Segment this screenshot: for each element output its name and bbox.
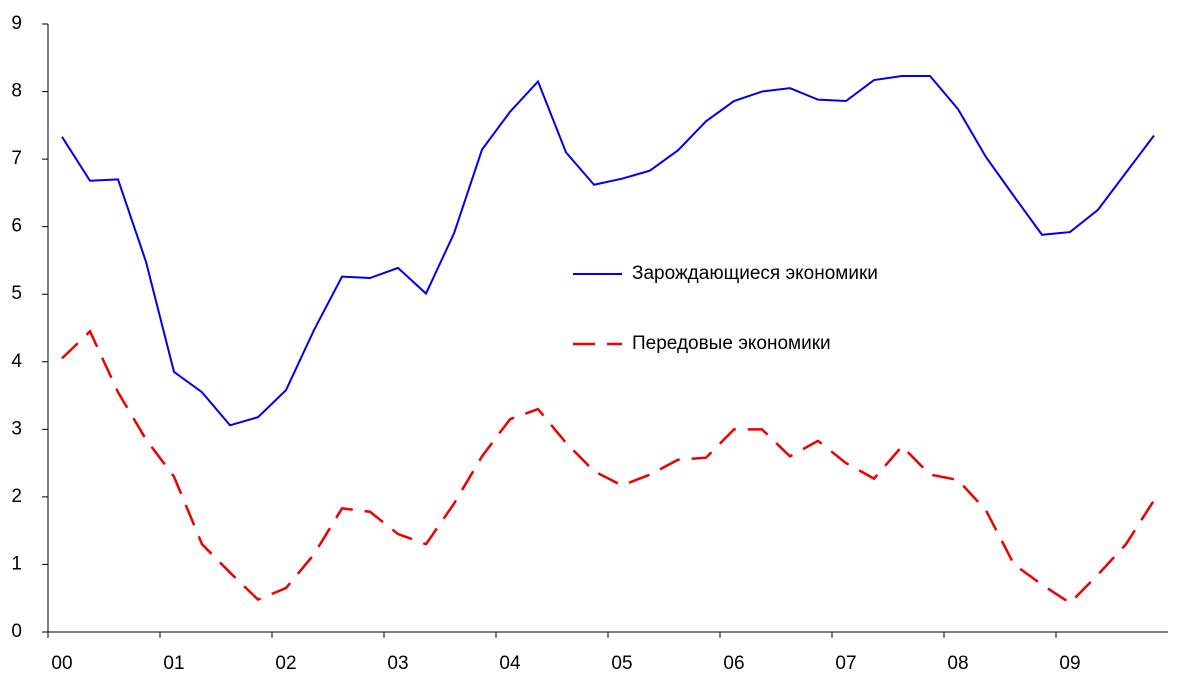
x-tick-label: 08 xyxy=(947,653,968,674)
y-tick-label: 1 xyxy=(11,553,22,574)
line-series xyxy=(61,75,1155,427)
y-tick-label: 6 xyxy=(11,216,22,237)
x-tick-label: 02 xyxy=(275,653,296,674)
x-tick-label: 05 xyxy=(611,653,632,674)
legend-label: Передовые экономики xyxy=(632,333,831,354)
x-tick-label: 06 xyxy=(723,653,744,674)
y-tick-label: 3 xyxy=(11,418,22,439)
y-tick-label: 4 xyxy=(11,351,22,372)
x-tick-label: 01 xyxy=(163,653,184,674)
y-tick-label: 2 xyxy=(11,486,22,507)
x-tick-label: 00 xyxy=(51,653,72,674)
line-series xyxy=(61,329,1156,605)
x-tick-label: 04 xyxy=(499,653,521,674)
x-tick-label: 09 xyxy=(1059,653,1080,674)
y-tick-label: 7 xyxy=(11,148,22,169)
y-tick-label: 5 xyxy=(11,283,22,304)
y-tick-label: 8 xyxy=(11,81,22,102)
x-tick-label: 03 xyxy=(387,653,408,674)
legend-label: Зарождающиеся экономики xyxy=(632,263,878,284)
y-tick-label: 9 xyxy=(11,13,22,34)
x-tick-label: 07 xyxy=(835,653,856,674)
y-tick-label: 0 xyxy=(11,621,22,642)
